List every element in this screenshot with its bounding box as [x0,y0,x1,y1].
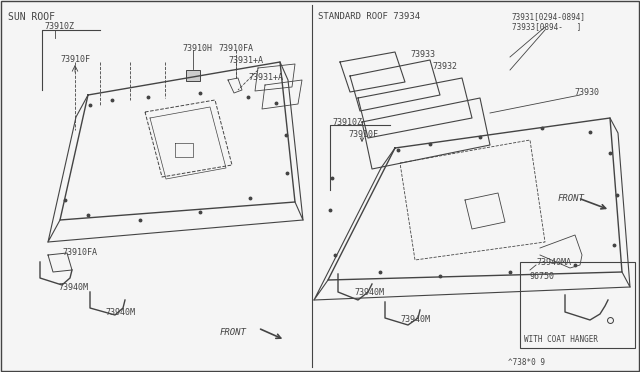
Text: 73931[0294-0894]: 73931[0294-0894] [512,12,586,21]
Text: 73910F: 73910F [60,55,90,64]
Text: 96750: 96750 [530,272,555,281]
Text: 73940MA: 73940MA [536,258,571,267]
FancyBboxPatch shape [186,70,200,81]
Text: 73910Z: 73910Z [44,22,74,31]
Text: STANDARD ROOF 73934: STANDARD ROOF 73934 [318,12,420,21]
Text: 73930: 73930 [574,88,599,97]
Text: 73940M: 73940M [354,288,384,297]
Text: ^738*0 9: ^738*0 9 [508,358,545,367]
Text: 73940M: 73940M [105,308,135,317]
Text: 73931+A: 73931+A [248,73,283,82]
Text: 73940M: 73940M [400,315,430,324]
Text: FRONT: FRONT [220,328,247,337]
Text: 73910H: 73910H [182,44,212,53]
Text: 73910Z: 73910Z [332,118,362,127]
Text: 73910FA: 73910FA [218,44,253,53]
Text: WITH COAT HANGER: WITH COAT HANGER [524,335,598,344]
Text: 73931+A: 73931+A [228,56,263,65]
Text: 73910FA: 73910FA [62,248,97,257]
Text: 73932: 73932 [432,62,457,71]
Text: 73933[0894-   ]: 73933[0894- ] [512,22,581,31]
Text: SUN ROOF: SUN ROOF [8,12,55,22]
Text: 73910F: 73910F [348,130,378,139]
Text: 73940M: 73940M [58,283,88,292]
Text: FRONT: FRONT [558,194,585,203]
Bar [520,262,635,348]
Text: 73933: 73933 [410,50,435,59]
